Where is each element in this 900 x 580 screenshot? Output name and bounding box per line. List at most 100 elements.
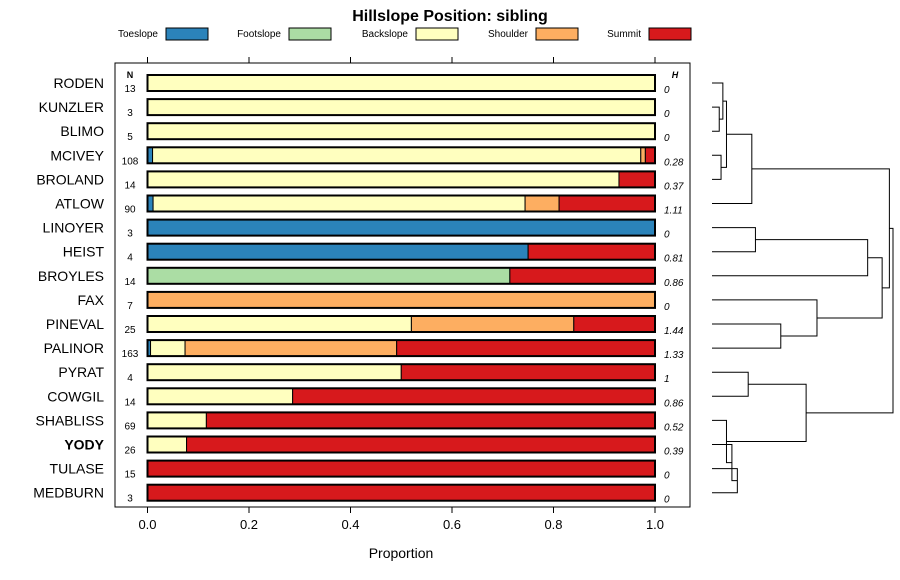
legend-label-backslope: Backslope (362, 29, 409, 40)
n-value-mcivey: 108 (122, 156, 139, 167)
h-value-mcivey: 0.28 (664, 157, 684, 168)
x-tick-label: 0.0 (138, 517, 156, 532)
dendrogram-branch (751, 168, 890, 289)
bar-segment-shabliss-summit (205, 411, 656, 429)
x-tick-label: 0.4 (341, 517, 359, 532)
n-value-pineval: 25 (124, 325, 136, 336)
legend-swatch-summit (648, 27, 692, 41)
dendrogram-branch (712, 82, 724, 120)
n-value-atlow: 90 (124, 205, 136, 216)
n-value-broyles: 14 (124, 277, 136, 288)
n-value-linoyer: 3 (127, 229, 133, 240)
dendrogram-branch (721, 100, 727, 168)
row-label-fax: FAX (78, 292, 105, 308)
bar-segment-pyrat-summit (400, 363, 656, 381)
bar-segment-heist-toeslope (147, 243, 529, 261)
legend-label-shoulder: Shoulder (488, 29, 529, 40)
dendrogram (712, 82, 894, 494)
bar-outline-cowgil (146, 387, 656, 406)
bar-segment-pineval-shoulder (410, 315, 575, 333)
bar-segment-blimo-backslope (147, 122, 656, 140)
row-label-broland: BROLAND (36, 171, 104, 187)
row-label-shabliss: SHABLISS (36, 412, 104, 428)
h-value-blimo: 0 (664, 133, 670, 144)
dendrogram-branch (806, 227, 894, 414)
row-label-mcivey: MCIVEY (50, 147, 104, 163)
h-value-medburn: 0 (664, 495, 670, 506)
legend-label-summit: Summit (607, 29, 641, 40)
bar-segment-pineval-summit (573, 315, 656, 333)
h-value-broland: 0.37 (664, 181, 684, 192)
bar-segment-roden-backslope (147, 74, 656, 92)
dendrogram-branch (712, 227, 756, 253)
bar-segment-yody-backslope (147, 436, 188, 453)
bar-segment-pyrat-backslope (147, 363, 402, 381)
dendrogram-branch (712, 323, 782, 349)
dendrogram-branch (712, 444, 738, 482)
chart-title: Hillslope Position: sibling (352, 8, 548, 25)
row-label-tulase: TULASE (50, 461, 104, 477)
dendrogram-branch (712, 154, 722, 180)
bar-outline-tulase (146, 459, 656, 478)
n-value-tulase: 15 (124, 470, 136, 481)
bar-segment-atlow-shoulder (524, 195, 560, 212)
bar-segment-pineval-backslope (147, 315, 412, 333)
h-value-pineval: 1.44 (664, 326, 684, 337)
bar-outline-blimo (146, 122, 656, 141)
x-axis-label: Proportion (369, 545, 434, 561)
row-label-broyles: BROYLES (38, 268, 104, 284)
bar-segment-broyles-footslope (147, 267, 511, 285)
dendrogram-branch (712, 299, 818, 337)
legend-swatch-shoulder (535, 27, 579, 41)
row-label-cowgil: COWGIL (47, 388, 104, 404)
x-tick-label: 1.0 (646, 517, 664, 532)
bar-segment-atlow-backslope (152, 195, 526, 212)
h-value-tulase: 0 (664, 471, 670, 482)
x-tick-label: 0.2 (240, 517, 258, 532)
bar-segment-palinor-backslope (150, 339, 186, 357)
bar-segment-mcivey-shoulder (640, 146, 646, 164)
bar-segment-atlow-summit (558, 195, 656, 212)
h-value-yody: 0.39 (664, 447, 684, 458)
h-value-linoyer: 0 (664, 230, 670, 241)
h-value-broyles: 0.86 (664, 278, 684, 289)
bar-segment-heist-summit (527, 243, 656, 261)
n-value-pyrat: 4 (127, 373, 133, 384)
x-tick-label: 0.8 (544, 517, 562, 532)
bar-outline-fax (146, 290, 656, 309)
bar-segment-shabliss-backslope (147, 411, 207, 429)
dendrogram-branch (712, 106, 720, 132)
n-value-broland: 14 (124, 180, 136, 191)
dendrogram-branch (816, 257, 883, 319)
n-value-kunzler: 3 (127, 108, 133, 119)
n-value-blimo: 5 (127, 132, 133, 143)
row-label-palinor: PALINOR (44, 340, 104, 356)
bar-outline-yody (146, 435, 656, 454)
row-label-pineval: PINEVAL (46, 316, 104, 332)
row-label-pyrat: PYRAT (58, 364, 104, 380)
dendrogram-branch (726, 383, 807, 442)
h-value-kunzler: 0 (664, 109, 670, 120)
bar-outline-pineval (146, 315, 656, 333)
bar-segment-linoyer-toeslope (147, 219, 656, 237)
legend-swatch-toeslope (165, 27, 209, 41)
legend-label-footslope: Footslope (237, 29, 281, 40)
h-value-shabliss: 0.52 (664, 422, 684, 433)
bar-outline-broyles (146, 266, 656, 285)
x-tick-label: 0.6 (443, 517, 461, 532)
n-column-header: N (127, 70, 134, 80)
bar-outline-heist (146, 242, 656, 261)
bar-outline-roden (146, 74, 656, 92)
bar-outline-broland (146, 170, 656, 189)
bar-segment-cowgil-summit (292, 387, 656, 405)
bar-segment-palinor-summit (396, 339, 656, 357)
row-label-roden: RODEN (53, 75, 104, 91)
bar-segment-fax-shoulder (147, 291, 656, 309)
row-label-yody: YODY (64, 437, 104, 453)
bar-outline-atlow (146, 194, 656, 213)
dendrogram-branch (712, 239, 869, 277)
n-value-fax: 7 (127, 301, 133, 312)
n-value-palinor: 163 (122, 349, 139, 360)
dendrogram-branch (712, 371, 749, 397)
